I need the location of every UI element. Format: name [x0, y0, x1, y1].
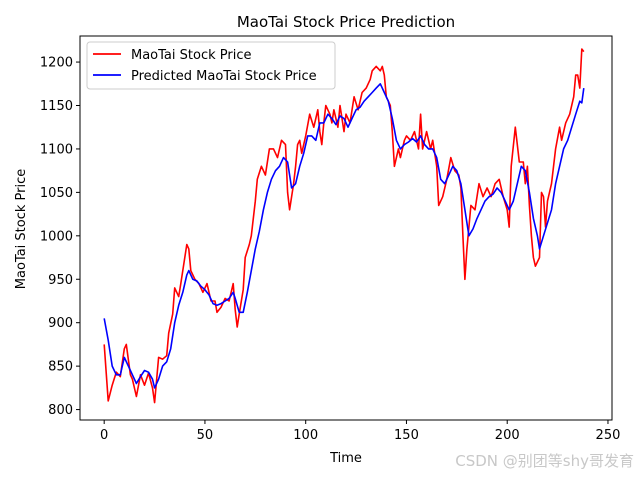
y-tick-label: 1000: [40, 229, 73, 244]
legend: MaoTai Stock Price Predicted MaoTai Stock…: [86, 41, 336, 90]
series-line-1: [103, 48, 585, 404]
x-tick-label: 200: [495, 428, 520, 443]
x-tick-label: 250: [596, 428, 621, 443]
watermark: CSDN @别团等shy哥发育: [455, 452, 634, 470]
series-line-2: [103, 83, 585, 389]
x-axis-label: Time: [329, 451, 362, 466]
legend-label: Predicted MaoTai Stock Price: [131, 69, 317, 84]
ticks: 0 50 100 150 200 250 800 850 900 950 1000 1050 1100 1…: [40, 56, 620, 443]
y-tick-label: 1100: [40, 142, 73, 157]
legend-label: MaoTai Stock Price: [131, 48, 251, 63]
x-tick-label: 150: [394, 428, 419, 443]
series-layer: [103, 48, 585, 404]
y-tick-label: 850: [48, 360, 73, 375]
axes-frame: [79, 35, 613, 421]
y-tick-label: 800: [48, 403, 73, 418]
y-tick-label: 1200: [40, 56, 73, 71]
axes: [79, 35, 613, 421]
x-tick-label: 0: [100, 428, 108, 443]
chart-title: MaoTai Stock Price Prediction: [237, 13, 455, 31]
y-axis-label: MaoTai Stock Price: [14, 169, 29, 289]
x-tick-label: 50: [197, 428, 214, 443]
y-tick-label: 1050: [40, 186, 73, 201]
y-tick-label: 900: [48, 316, 73, 331]
legend-box: [86, 41, 336, 90]
y-tick-label: 1150: [40, 99, 73, 114]
y-tick-label: 950: [48, 273, 73, 288]
x-tick-label: 100: [293, 428, 318, 443]
